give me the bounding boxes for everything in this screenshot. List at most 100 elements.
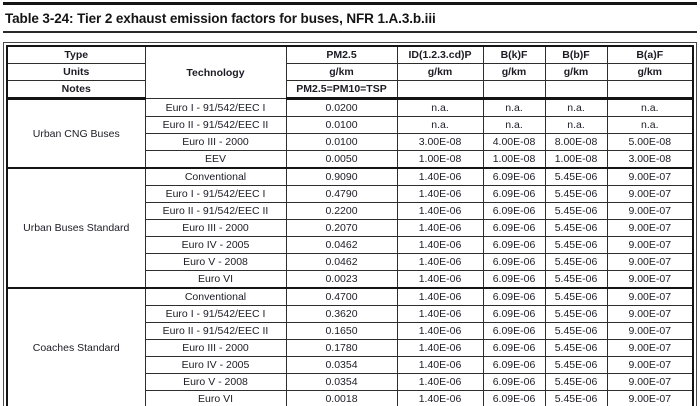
technology-cell: Euro III - 2000 [144,219,287,237]
technology-cell: Euro II - 91/542/EEC II [144,202,287,220]
value-cell: 1.40E-06 [396,356,484,374]
value-cell: 9.00E-07 [606,287,694,306]
value-cell: 1.40E-06 [396,253,484,271]
value-cell: 9.00E-07 [606,167,694,186]
value-cell: 9.00E-07 [606,253,694,271]
value-cell: n.a. [544,98,608,117]
value-cell: 0.0354 [285,356,398,374]
technology-cell: Euro VI [144,270,287,289]
header-label-units: Units [6,63,146,81]
header-col-pm25: PM2.5 [285,45,398,64]
technology-cell: Euro V - 2008 [144,373,287,391]
note-cell [396,80,484,100]
technology-cell: Euro V - 2008 [144,253,287,271]
value-cell: 0.0050 [285,150,398,169]
value-cell: 0.4790 [285,185,398,203]
technology-cell: Conventional [144,287,287,306]
value-cell: 9.00E-07 [606,373,694,391]
value-cell: 1.40E-06 [396,270,484,289]
top-rule [3,2,697,5]
value-cell: 1.40E-06 [396,373,484,391]
value-cell: 5.45E-06 [544,339,608,357]
value-cell: 1.40E-06 [396,390,484,406]
value-cell: 5.45E-06 [544,253,608,271]
value-cell: 5.45E-06 [544,305,608,323]
table-row: Euro VI 0.0018 1.40E-06 6.09E-06 5.45E-06 9.0… [7,390,694,406]
value-cell: 5.45E-06 [544,202,608,220]
technology-cell: Conventional [144,167,287,186]
value-cell: 9.00E-07 [606,202,694,220]
value-cell: 0.0462 [285,253,398,271]
table-row: Euro III - 2000 0.0100 3.00E-08 4.00E-08 8.0… [7,133,694,151]
header-col-bbf: B(b)F [544,45,608,64]
value-cell: 0.0018 [285,390,398,406]
value-cell: 1.40E-06 [396,167,484,186]
value-cell: n.a. [606,98,694,117]
value-cell: 6.09E-06 [482,287,546,306]
value-cell: 9.00E-07 [606,185,694,203]
value-cell: 0.0200 [285,98,398,117]
value-cell: n.a. [396,116,484,134]
value-cell: n.a. [482,98,546,117]
header-col-baf: B(a)F [606,45,694,64]
value-cell: 1.40E-06 [396,202,484,220]
emission-factors-table: Type Technology PM2.5 ID(1.2.3.cd)P B(k)… [6,45,694,406]
header-label-type: Type [6,45,146,64]
value-cell: 1.40E-06 [396,219,484,237]
unit-cell: g/km [396,63,484,81]
value-cell: 0.0100 [285,116,398,134]
value-cell: 3.00E-08 [396,133,484,151]
value-cell: 0.2200 [285,202,398,220]
value-cell: 9.00E-07 [606,356,694,374]
technology-cell: Euro IV - 2005 [144,236,287,254]
value-cell: 5.45E-06 [544,185,608,203]
technology-cell: Euro VI [144,390,287,406]
value-cell: 1.00E-08 [482,150,546,169]
unit-cell: g/km [285,63,398,81]
value-cell: 6.09E-06 [482,373,546,391]
table-row: Urban CNG Buses Euro I - 91/542/EEC I 0.02… [6,98,694,169]
unit-cell: g/km [606,63,694,81]
technology-cell: Euro I - 91/542/EEC I [144,98,287,117]
unit-cell: g/km [482,63,546,81]
value-cell: 5.45E-06 [544,167,608,186]
caption-underline [3,31,697,33]
value-cell: 0.4700 [285,287,398,306]
value-cell: 1.40E-06 [396,305,484,323]
bus-type-cell: Urban Buses Standard [6,167,146,289]
technology-cell: Euro I - 91/542/EEC I [144,305,287,323]
value-cell: 9.00E-07 [606,270,694,289]
table-row: Euro III - 2000 0.1780 1.40E-06 6.09E-06 5.4… [7,339,694,357]
technology-cell: Euro I - 91/542/EEC I [144,185,287,203]
value-cell: 0.0354 [285,373,398,391]
note-cell [482,80,546,100]
table-row: Urban Buses Standard Conventional 0.9090 1.… [6,167,694,289]
value-cell: 0.0100 [285,133,398,151]
value-cell: 6.09E-06 [482,356,546,374]
technology-cell: Euro II - 91/542/EEC II [144,322,287,340]
value-cell: 6.09E-06 [482,305,546,323]
table-row: EEV 0.0050 1.00E-08 1.00E-08 1.00E-08 3.00E-0… [7,150,694,169]
value-cell: 6.09E-06 [482,236,546,254]
value-cell: 0.0462 [285,236,398,254]
value-cell: 4.00E-08 [482,133,546,151]
value-cell: 5.45E-06 [544,236,608,254]
value-cell: 6.09E-06 [482,270,546,289]
header-label-notes: Notes [6,80,146,100]
note-cell: PM2.5=PM10=TSP [285,80,398,100]
value-cell: 6.09E-06 [482,219,546,237]
value-cell: n.a. [482,116,546,134]
bus-type-cell: Coaches Standard [6,287,146,406]
value-cell: 6.09E-06 [482,167,546,186]
note-cell [544,80,608,100]
table-frame: Type Technology PM2.5 ID(1.2.3.cd)P B(k)… [3,42,697,406]
value-cell: 1.40E-06 [396,322,484,340]
value-cell: 5.45E-06 [544,219,608,237]
note-cell [606,80,694,100]
table-row: Euro IV - 2005 0.0462 1.40E-06 6.09E-06 5.45… [7,236,694,254]
value-cell: 1.40E-06 [396,339,484,357]
header-col-bkf: B(k)F [482,45,546,64]
value-cell: 5.45E-06 [544,373,608,391]
value-cell: 1.40E-06 [396,287,484,306]
